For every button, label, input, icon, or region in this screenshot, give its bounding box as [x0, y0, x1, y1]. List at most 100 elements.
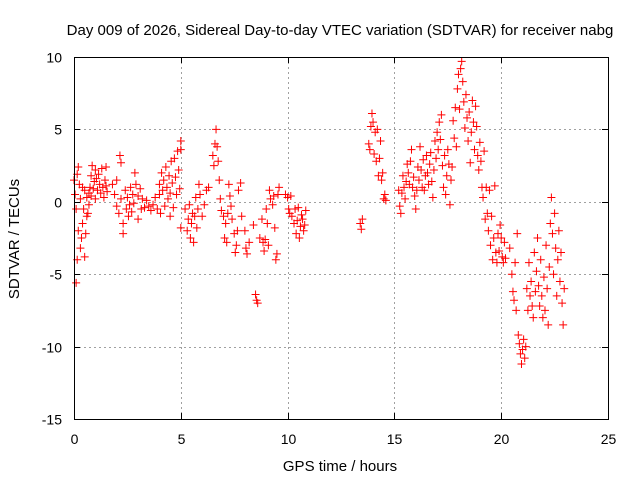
data-point: [512, 306, 521, 315]
data-point: [112, 202, 121, 211]
data-point: [432, 154, 441, 163]
data-point: [481, 215, 490, 224]
data-point: [499, 258, 508, 267]
data-point: [473, 151, 482, 160]
x-tick-label: 25: [601, 431, 617, 447]
data-point: [79, 205, 88, 214]
data-point: [100, 176, 109, 185]
data-point: [269, 192, 278, 201]
data-point: [157, 168, 166, 177]
y-tick-label: -5: [50, 267, 63, 283]
data-point: [140, 203, 149, 212]
data-point: [134, 215, 143, 224]
data-point: [192, 223, 201, 232]
data-point: [411, 205, 420, 214]
data-point: [436, 135, 445, 144]
data-point: [264, 241, 273, 250]
data-point: [194, 180, 203, 189]
data-point: [468, 96, 477, 105]
data-point: [76, 194, 85, 203]
data-point: [102, 163, 111, 172]
y-tick-labels: -15 -10 -5 0 5 10: [42, 50, 62, 428]
x-tick-labels: 0 5 10 15 20 25: [71, 431, 617, 447]
data-point: [547, 193, 556, 202]
data-point: [540, 306, 549, 315]
data-point: [74, 163, 83, 172]
data-point: [115, 151, 124, 160]
data-point: [114, 209, 123, 218]
data-point: [395, 202, 404, 211]
data-point: [271, 255, 280, 264]
data-point: [484, 226, 493, 235]
chart-title: Day 009 of 2026, Sidereal Day-to-day VTE…: [67, 22, 614, 39]
data-point: [251, 290, 260, 299]
data-point: [181, 205, 190, 214]
data-point: [78, 219, 87, 228]
data-point: [532, 267, 541, 276]
data-point: [255, 234, 264, 242]
data-point: [486, 241, 495, 250]
data-point: [461, 90, 470, 99]
data-point: [417, 165, 426, 174]
data-point: [86, 183, 95, 192]
data-point: [186, 234, 195, 242]
data-point: [419, 155, 428, 164]
data-point: [144, 202, 153, 211]
data-point: [273, 190, 282, 199]
data-point: [470, 145, 479, 154]
data-point: [166, 212, 175, 221]
data-point: [297, 210, 306, 219]
data-point: [160, 202, 169, 211]
data-point: [441, 190, 450, 199]
data-point: [185, 200, 194, 209]
data-point: [168, 178, 177, 187]
data-point: [204, 183, 213, 192]
data-point: [426, 148, 435, 157]
data-point: [545, 262, 554, 271]
data-point: [151, 193, 160, 202]
data-point: [301, 206, 310, 215]
data-point: [514, 331, 523, 340]
data-point: [71, 190, 80, 199]
data-point: [98, 183, 107, 192]
data-point: [456, 64, 465, 73]
data-point: [513, 229, 522, 238]
data-point: [404, 168, 413, 177]
y-tick-label: -10: [42, 340, 62, 356]
data-point: [292, 229, 301, 238]
data-point: [300, 220, 309, 229]
data-point: [121, 186, 130, 195]
data-point: [76, 244, 85, 253]
data-point: [219, 212, 228, 221]
data-point: [467, 128, 476, 137]
data-point: [548, 229, 557, 238]
x-tick-label: 10: [281, 431, 297, 447]
data-point: [367, 109, 376, 118]
data-point: [170, 154, 179, 163]
data-point: [488, 255, 497, 264]
data-point: [454, 70, 463, 79]
data-point: [156, 209, 165, 218]
data-point: [465, 108, 474, 117]
data-point: [500, 238, 509, 247]
data-point: [552, 291, 561, 300]
data-point: [466, 158, 475, 167]
data-point: [420, 186, 429, 195]
data-point: [460, 123, 469, 132]
data-point: [487, 212, 496, 221]
data-point: [81, 229, 90, 238]
data-point: [87, 192, 96, 201]
data-point: [119, 229, 128, 238]
data-point: [208, 151, 217, 160]
data-point: [435, 118, 444, 127]
data-point: [217, 206, 226, 215]
data-point: [270, 223, 279, 232]
data-point: [155, 180, 164, 189]
data-point: [77, 234, 86, 242]
data-point: [501, 254, 510, 263]
data-point: [272, 249, 281, 258]
data-point: [112, 176, 121, 185]
data-point: [476, 157, 485, 166]
data-point: [398, 171, 407, 180]
